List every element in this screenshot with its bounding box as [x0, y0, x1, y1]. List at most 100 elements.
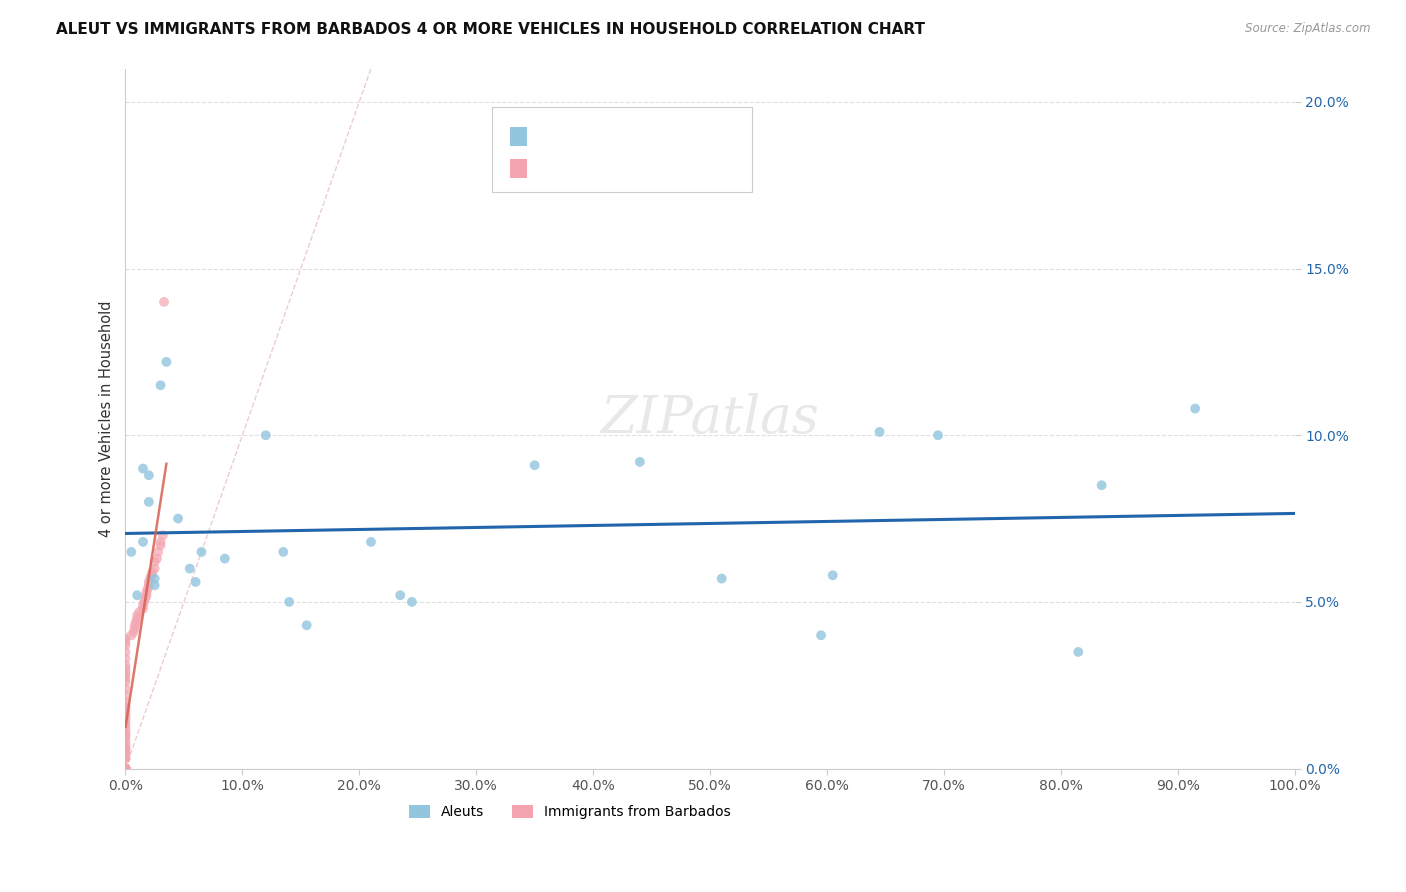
- Point: [114, 741, 136, 756]
- Point: [523, 458, 546, 473]
- Y-axis label: 4 or more Vehicles in Household: 4 or more Vehicles in Household: [100, 301, 114, 537]
- Point: [389, 588, 412, 602]
- Text: ALEUT VS IMMIGRANTS FROM BARBADOS 4 OR MORE VEHICLES IN HOUSEHOLD CORRELATION CH: ALEUT VS IMMIGRANTS FROM BARBADOS 4 OR M…: [56, 22, 925, 37]
- Point: [114, 762, 136, 776]
- Point: [114, 665, 136, 679]
- Point: [132, 461, 155, 475]
- Point: [124, 618, 146, 632]
- Point: [114, 762, 136, 776]
- Point: [114, 745, 136, 759]
- Point: [114, 739, 136, 753]
- Point: [136, 582, 159, 596]
- Point: [114, 762, 136, 776]
- Point: [1091, 478, 1114, 492]
- Point: [153, 294, 176, 309]
- Point: [114, 762, 136, 776]
- Point: [114, 708, 136, 723]
- Point: [114, 712, 136, 726]
- Point: [143, 555, 166, 569]
- Point: [271, 545, 294, 559]
- Point: [810, 628, 832, 642]
- Point: [114, 762, 136, 776]
- Point: [114, 672, 136, 686]
- Point: [149, 538, 172, 552]
- Point: [114, 674, 136, 689]
- Point: [132, 599, 155, 613]
- Point: [138, 578, 160, 592]
- Point: [114, 705, 136, 719]
- Point: [295, 618, 318, 632]
- Point: [114, 651, 136, 665]
- Point: [360, 535, 382, 549]
- Point: [127, 611, 149, 625]
- Point: [114, 745, 136, 759]
- Point: [167, 511, 190, 525]
- Point: [184, 574, 207, 589]
- Point: [132, 535, 155, 549]
- Point: [138, 468, 160, 483]
- Point: [114, 762, 136, 776]
- Point: [149, 535, 172, 549]
- Point: [114, 728, 136, 742]
- Point: [254, 428, 277, 442]
- Point: [927, 428, 949, 442]
- Point: [143, 561, 166, 575]
- Point: [141, 565, 163, 579]
- Point: [114, 695, 136, 709]
- Point: [114, 731, 136, 746]
- Point: [135, 588, 157, 602]
- Point: [114, 658, 136, 673]
- Point: [628, 455, 651, 469]
- Point: [114, 762, 136, 776]
- Point: [114, 735, 136, 749]
- Point: [148, 545, 170, 559]
- Point: [139, 572, 162, 586]
- Point: [114, 728, 136, 742]
- Point: [114, 688, 136, 702]
- Point: [114, 762, 136, 776]
- Point: [124, 622, 146, 636]
- Point: [1067, 645, 1090, 659]
- Point: [869, 425, 891, 439]
- Point: [179, 561, 201, 575]
- Point: [134, 595, 156, 609]
- Text: N = 83: N = 83: [633, 162, 685, 177]
- Point: [120, 628, 142, 642]
- Point: [114, 751, 136, 765]
- Point: [114, 762, 136, 776]
- Point: [114, 762, 136, 776]
- Point: [114, 762, 136, 776]
- Point: [114, 762, 136, 776]
- Point: [138, 574, 160, 589]
- Point: [143, 572, 166, 586]
- Point: [114, 668, 136, 682]
- Point: [122, 624, 145, 639]
- Point: [190, 545, 212, 559]
- Point: [114, 741, 136, 756]
- Point: [114, 762, 136, 776]
- Point: [143, 578, 166, 592]
- Point: [114, 635, 136, 649]
- Point: [114, 762, 136, 776]
- Point: [114, 714, 136, 729]
- Point: [128, 605, 150, 619]
- Point: [155, 355, 177, 369]
- Point: [710, 572, 733, 586]
- Text: ZIPatlas: ZIPatlas: [600, 393, 820, 444]
- Point: [149, 378, 172, 392]
- Point: [114, 751, 136, 765]
- Point: [127, 608, 149, 623]
- Point: [401, 595, 423, 609]
- Text: Source: ZipAtlas.com: Source: ZipAtlas.com: [1246, 22, 1371, 36]
- Point: [278, 595, 301, 609]
- Point: [138, 495, 160, 509]
- Point: [114, 762, 136, 776]
- Point: [114, 722, 136, 736]
- Point: [1184, 401, 1206, 416]
- Point: [114, 762, 136, 776]
- Point: [125, 615, 148, 629]
- Point: [132, 601, 155, 615]
- Point: [146, 551, 169, 566]
- Point: [114, 725, 136, 739]
- Point: [141, 568, 163, 582]
